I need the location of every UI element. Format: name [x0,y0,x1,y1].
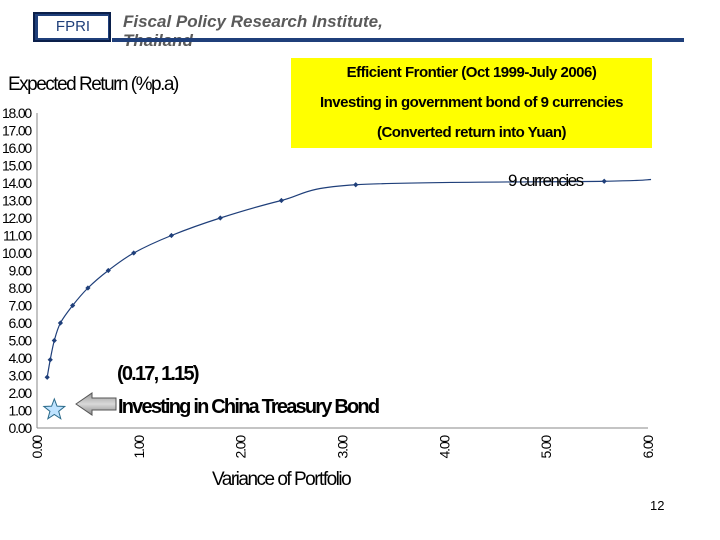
chart-title-line-2: Investing in government bond of 9 curren… [319,94,624,111]
x-tick-label: 6.00 [640,435,656,459]
x-tick-label: 5.00 [538,435,554,459]
page-number: 12 [650,498,665,513]
data-point [51,337,57,344]
y-tick-label: 1.00 [9,403,33,419]
series-label: 9 currencies [508,171,584,190]
y-tick-label: 6.00 [9,315,33,331]
data-point [44,374,50,380]
chart-title-line-3: (Converted return into Yuan) [376,124,567,141]
left-arrow-icon [75,392,117,416]
y-tick-label: 14.00 [2,175,32,191]
data-point [85,285,91,291]
data-point [47,357,53,363]
fpri-badge-label: FPRI [38,16,108,38]
y-axis-label: Expected Return (%p.a) [8,74,179,95]
y-tick-label: 2.00 [9,385,33,401]
x-tick-label: 3.00 [335,435,351,459]
y-tick-label: 11.00 [3,228,32,244]
y-tick-label: 13.00 [2,193,32,209]
x-tick-label: 2.00 [233,435,249,459]
data-point [105,267,111,274]
y-tick-label: 4.00 [9,350,33,366]
data-point [168,232,175,239]
data-point [278,197,284,204]
y-tick-label: 16.00 [2,140,32,156]
y-tick-label: 17.00 [2,123,32,139]
y-tick-label: 9.00 [9,263,33,279]
y-tick-label: 3.00 [9,368,33,384]
chart-title-box: Efficient Frontier (Oct 1999-July 2006) … [291,58,652,148]
china-bond-star-marker [42,397,67,420]
x-tick-label: 4.00 [436,435,452,459]
y-tick-label: 15.00 [2,158,32,174]
x-axis-label: Variance of Portfolio [212,469,351,490]
y-tick-label: 12.00 [2,210,32,226]
data-point [57,320,64,326]
data-point [353,182,359,188]
china-bond-coordinate-label: (0.17, 1.15) [117,363,199,385]
chart-title-line-1: Efficient Frontier (Oct 1999-July 2006) [346,64,597,81]
x-tick-label: 1.00 [131,435,147,459]
header-rule [112,38,684,42]
y-tick-label: 8.00 [9,280,33,296]
data-point [217,215,223,221]
x-tick-label: 0.00 [29,435,45,459]
y-tick-label: 7.00 [9,298,33,314]
y-tick-label: 0.00 [9,420,33,436]
data-point [70,302,76,309]
y-tick-label: 10.00 [2,245,32,261]
data-point [601,178,607,184]
y-tick-label: 18.00 [2,105,32,121]
china-bond-label: Investing in China Treasury Bond [118,396,379,418]
data-point [131,250,137,256]
y-tick-label: 5.00 [9,333,33,349]
series-line [46,178,652,378]
